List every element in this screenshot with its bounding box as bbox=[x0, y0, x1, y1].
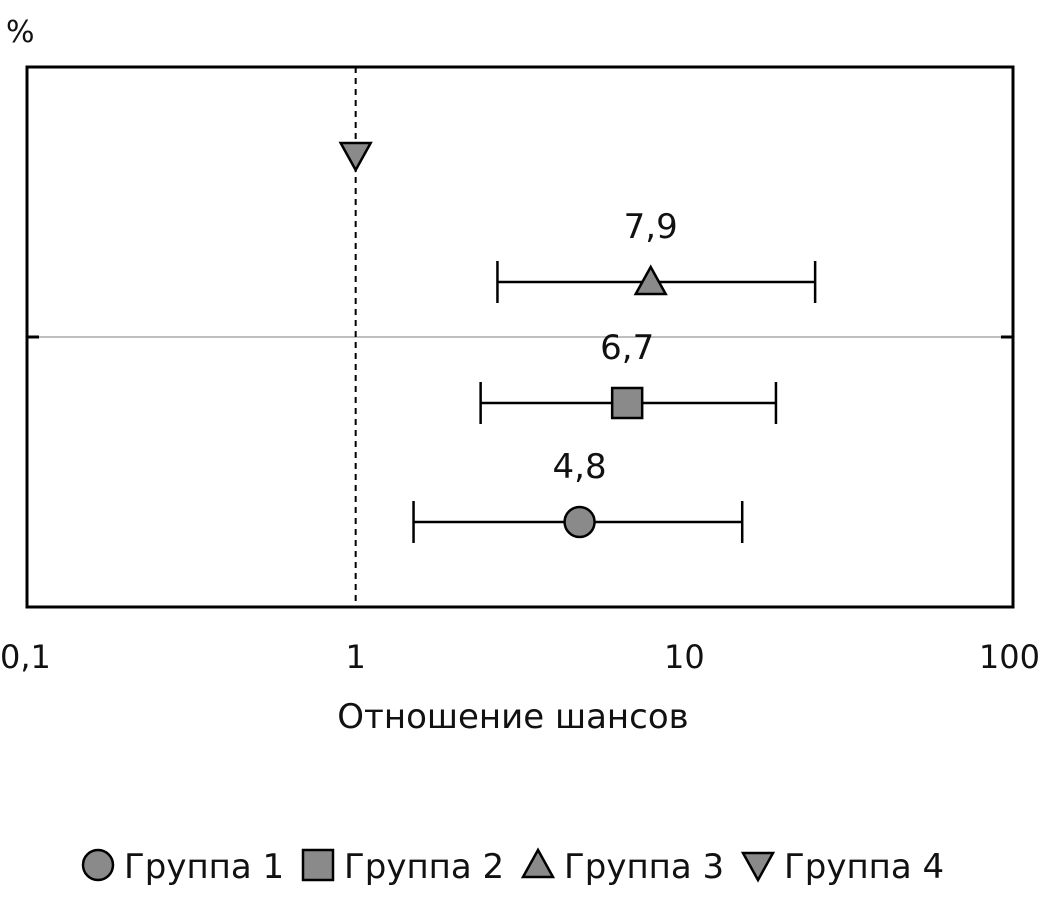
legend-label: Группа 4 bbox=[784, 847, 944, 887]
legend-marker bbox=[81, 848, 115, 882]
data-label: 7,9 bbox=[624, 207, 678, 247]
legend-marker bbox=[740, 851, 776, 883]
legend-label: Группа 2 bbox=[344, 847, 504, 887]
point-marker bbox=[338, 141, 373, 173]
x-tick-label: 1 bbox=[345, 638, 365, 676]
legend-label: Группа 3 bbox=[564, 847, 724, 887]
data-label: 6,7 bbox=[600, 328, 654, 368]
x-tick-label: 10 bbox=[664, 638, 705, 676]
legend-item: Группа 4 bbox=[740, 847, 944, 887]
data-marks: 4,8 6,7 7,9 bbox=[338, 141, 817, 543]
legend-label: Группа 1 bbox=[124, 847, 284, 887]
x-axis-label: Отношение шансов bbox=[337, 697, 688, 737]
x-tick-labels: 0,1 1 10 100 bbox=[0, 638, 1040, 676]
legend-marker bbox=[301, 848, 335, 882]
x-tick-label: 100 bbox=[979, 638, 1040, 676]
legend-item: Группа 1 bbox=[81, 847, 284, 887]
data-label: 4,8 bbox=[553, 447, 607, 487]
legend-marker bbox=[520, 847, 556, 879]
y-axis-label: % bbox=[6, 15, 35, 50]
x-tick-label: 0,1 bbox=[0, 638, 51, 676]
legend-item: Группа 3 bbox=[520, 847, 724, 887]
point-marker bbox=[563, 505, 596, 539]
legend-item: Группа 2 bbox=[301, 847, 504, 887]
point-marker bbox=[633, 264, 668, 296]
point-marker bbox=[610, 386, 644, 420]
legend: Группа 1 Группа 2 Группа 3 Группа 4 bbox=[81, 847, 944, 887]
